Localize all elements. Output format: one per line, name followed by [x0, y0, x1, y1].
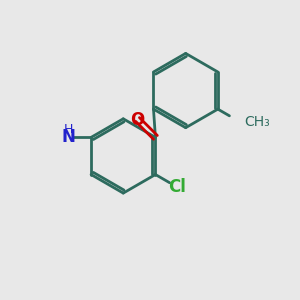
- Text: Cl: Cl: [168, 178, 186, 196]
- Text: H: H: [64, 122, 74, 136]
- Text: O: O: [130, 110, 145, 128]
- Text: N: N: [62, 128, 76, 146]
- Text: CH₃: CH₃: [244, 115, 270, 129]
